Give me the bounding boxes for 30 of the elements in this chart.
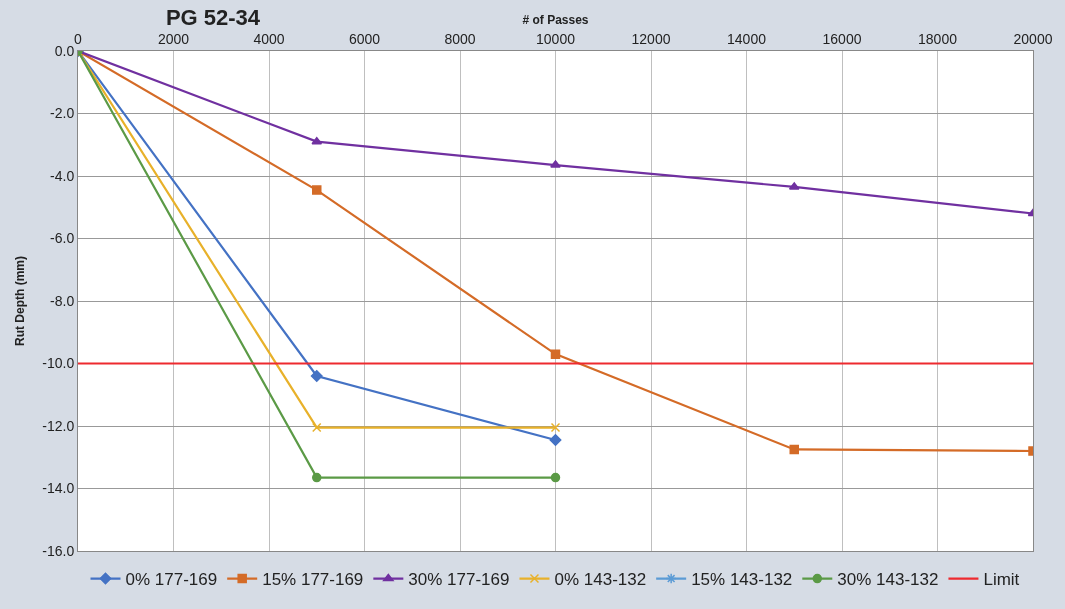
legend-label: 30% 177-169: [408, 570, 510, 590]
x-tick-label: 20000: [1013, 31, 1053, 48]
x-tick-label: 4000: [253, 31, 285, 48]
legend-label: 0% 143-132: [554, 570, 647, 590]
x-tick-label: 0: [74, 31, 83, 48]
x-tick-label: 10000: [536, 31, 576, 48]
x-tick-label: 12000: [631, 31, 671, 48]
x-tick-label: 18000: [918, 31, 958, 48]
y-tick-label: -10.0: [42, 355, 75, 372]
x-tick-label: 6000: [348, 31, 381, 48]
y-tick-label: -6.0: [50, 230, 75, 247]
legend-label: 0% 177-169: [125, 570, 218, 590]
y-tick-label: -2.0: [50, 105, 75, 122]
y-tick-label: -4.0: [50, 167, 75, 184]
y-tick-label: -12.0: [42, 417, 75, 434]
x-axis-title: # of Passes: [522, 12, 589, 27]
y-tick-label: 0.0: [54, 42, 75, 59]
x-tick-label: 2000: [157, 31, 190, 48]
x-tick-label: 16000: [822, 31, 862, 48]
y-axis-title: Rut Depth (mm): [12, 256, 27, 346]
x-tick-label: 8000: [444, 31, 476, 48]
legend-label: Limit: [983, 570, 1020, 590]
x-tick-label: 14000: [727, 31, 767, 48]
legend-label: 15% 177-169: [262, 570, 364, 590]
legend-label: 15% 143-132: [691, 570, 793, 590]
y-tick-label: -8.0: [50, 292, 75, 309]
y-tick-label: -14.0: [42, 480, 75, 497]
chart-title: PG 52-34: [165, 4, 261, 30]
legend-label: 30% 143-132: [837, 570, 939, 590]
y-tick-label: -16.0: [42, 542, 75, 559]
